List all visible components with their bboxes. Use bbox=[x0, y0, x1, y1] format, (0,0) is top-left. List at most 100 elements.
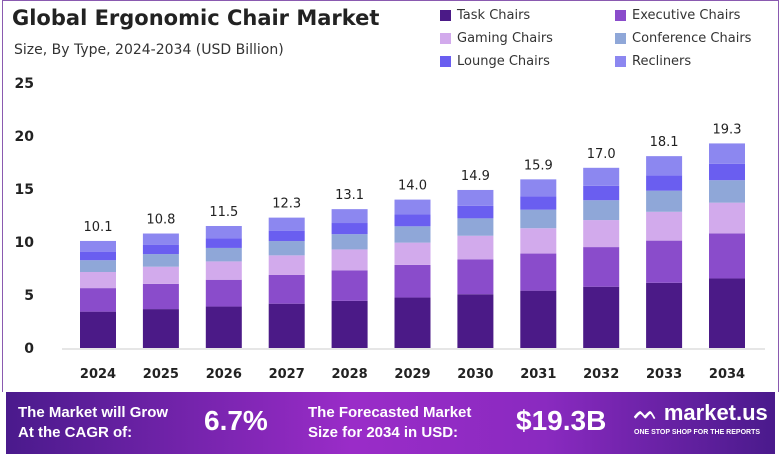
bar-segment bbox=[709, 163, 745, 181]
bar-segment bbox=[583, 167, 620, 186]
y-tick-label: 5 bbox=[24, 288, 34, 304]
brand-name: market.us bbox=[663, 400, 768, 425]
bar-segment bbox=[520, 196, 557, 210]
forecast-label: The Forecasted Market Size for 2034 in US… bbox=[308, 403, 471, 443]
bar-segment bbox=[142, 309, 179, 348]
bar-segment bbox=[394, 199, 431, 215]
bar-segment bbox=[331, 209, 368, 224]
forecast-label-line-2: Size for 2034 in USD: bbox=[308, 424, 459, 441]
bar-segment bbox=[646, 211, 683, 241]
bar-segment bbox=[457, 205, 494, 219]
y-tick-label: 10 bbox=[15, 235, 35, 251]
bar-segment bbox=[457, 294, 494, 348]
bar-segment bbox=[520, 228, 557, 254]
bar-segment bbox=[205, 225, 242, 239]
legend-label: Task Chairs bbox=[457, 8, 531, 23]
total-label: 17.0 bbox=[587, 147, 616, 162]
bar-segment bbox=[142, 266, 179, 284]
bar-segment bbox=[520, 179, 557, 197]
total-label: 15.9 bbox=[524, 158, 553, 173]
legend-swatch bbox=[615, 10, 626, 21]
bar-segment bbox=[142, 254, 179, 267]
forecast-value: $19.3B bbox=[516, 405, 607, 436]
bar-segment bbox=[205, 247, 242, 262]
bar-segment bbox=[646, 156, 683, 176]
bar-segment bbox=[583, 220, 620, 248]
bar-segment bbox=[646, 190, 683, 212]
bar-segment bbox=[80, 311, 116, 348]
bar-segment bbox=[205, 279, 242, 307]
bar-segment bbox=[80, 271, 116, 289]
chart-subtitle: Size, By Type, 2024-2034 (USD Billion) bbox=[14, 42, 284, 58]
bar-segment bbox=[583, 185, 620, 201]
legend-label: Recliners bbox=[632, 54, 692, 69]
legend-label: Lounge Chairs bbox=[457, 54, 550, 69]
bar-segment bbox=[331, 249, 368, 271]
total-label: 11.5 bbox=[209, 205, 238, 220]
bar-segment bbox=[394, 226, 431, 243]
total-label: 19.3 bbox=[713, 122, 742, 137]
bar-segment bbox=[646, 240, 683, 283]
bar-segment bbox=[331, 300, 368, 348]
y-tick-label: 25 bbox=[15, 76, 34, 92]
summary-banner: The Market will Grow At the CAGR of: 6.7%… bbox=[6, 392, 775, 454]
total-label: 14.0 bbox=[398, 179, 427, 194]
brand-logo: ᨓ market.us ONE STOP SHOP FOR THE REPORT… bbox=[634, 400, 772, 437]
bar-segment bbox=[583, 200, 620, 221]
cagr-label: The Market will Grow At the CAGR of: bbox=[18, 403, 168, 443]
bar-segment bbox=[331, 234, 368, 250]
bar-segment bbox=[268, 303, 305, 348]
total-label: 10.8 bbox=[146, 213, 175, 228]
bar-segment bbox=[394, 214, 431, 227]
bar-segment bbox=[520, 209, 557, 229]
bar-segment bbox=[331, 270, 368, 301]
legend-item: Conference Chairs bbox=[615, 31, 775, 46]
total-label: 12.3 bbox=[272, 197, 301, 212]
bar-segment bbox=[394, 242, 431, 265]
bar-segment bbox=[268, 217, 305, 231]
bar-segment bbox=[709, 202, 745, 234]
bar-segment bbox=[205, 306, 242, 348]
bar-segment bbox=[520, 290, 557, 348]
bar-segment bbox=[520, 253, 557, 291]
bar-segment bbox=[268, 255, 305, 275]
total-label: 18.1 bbox=[650, 135, 679, 150]
x-tick-label: 2032 bbox=[583, 367, 619, 382]
bar-segment bbox=[268, 230, 305, 242]
bar-segment bbox=[709, 233, 745, 279]
bar-segment bbox=[583, 247, 620, 287]
bar-segment bbox=[457, 235, 494, 260]
x-tick-label: 2026 bbox=[206, 367, 242, 382]
legend-item: Recliners bbox=[615, 54, 775, 69]
bar-segment bbox=[709, 278, 745, 348]
bar-segment bbox=[457, 259, 494, 295]
cagr-label-line-2: At the CAGR of: bbox=[18, 424, 133, 441]
legend-label: Conference Chairs bbox=[632, 31, 752, 46]
bar-segment bbox=[646, 175, 683, 191]
bar-segment bbox=[457, 189, 494, 206]
bar-segment bbox=[142, 233, 179, 245]
bar-segment bbox=[457, 218, 494, 236]
bar-segment bbox=[394, 264, 431, 298]
legend: Task Chairs Executive Chairs Gaming Chairs… bbox=[440, 8, 775, 69]
x-tick-label: 2024 bbox=[80, 367, 116, 382]
forecast-label-line-1: The Forecasted Market bbox=[308, 404, 472, 421]
x-tick-label: 2033 bbox=[646, 367, 682, 382]
bar-segment bbox=[583, 286, 620, 348]
logo-icon: ᨓ bbox=[634, 402, 658, 424]
bar-segment bbox=[142, 283, 179, 310]
x-tick-label: 2030 bbox=[457, 367, 493, 382]
y-tick-label: 15 bbox=[15, 182, 34, 198]
bar-segment bbox=[394, 297, 431, 348]
bar-segment bbox=[709, 143, 745, 164]
brand-tagline: ONE STOP SHOP FOR THE REPORTS bbox=[634, 429, 761, 436]
chart-frame bbox=[2, 0, 779, 392]
bar-segment bbox=[142, 244, 179, 255]
legend-swatch bbox=[615, 56, 626, 67]
cagr-label-line-1: The Market will Grow bbox=[18, 404, 169, 421]
bar-segment bbox=[709, 180, 745, 203]
legend-swatch bbox=[440, 56, 451, 67]
bar-segment bbox=[331, 223, 368, 235]
x-tick-label: 2029 bbox=[394, 367, 430, 382]
chart-title: Global Ergonomic Chair Market bbox=[12, 6, 380, 30]
